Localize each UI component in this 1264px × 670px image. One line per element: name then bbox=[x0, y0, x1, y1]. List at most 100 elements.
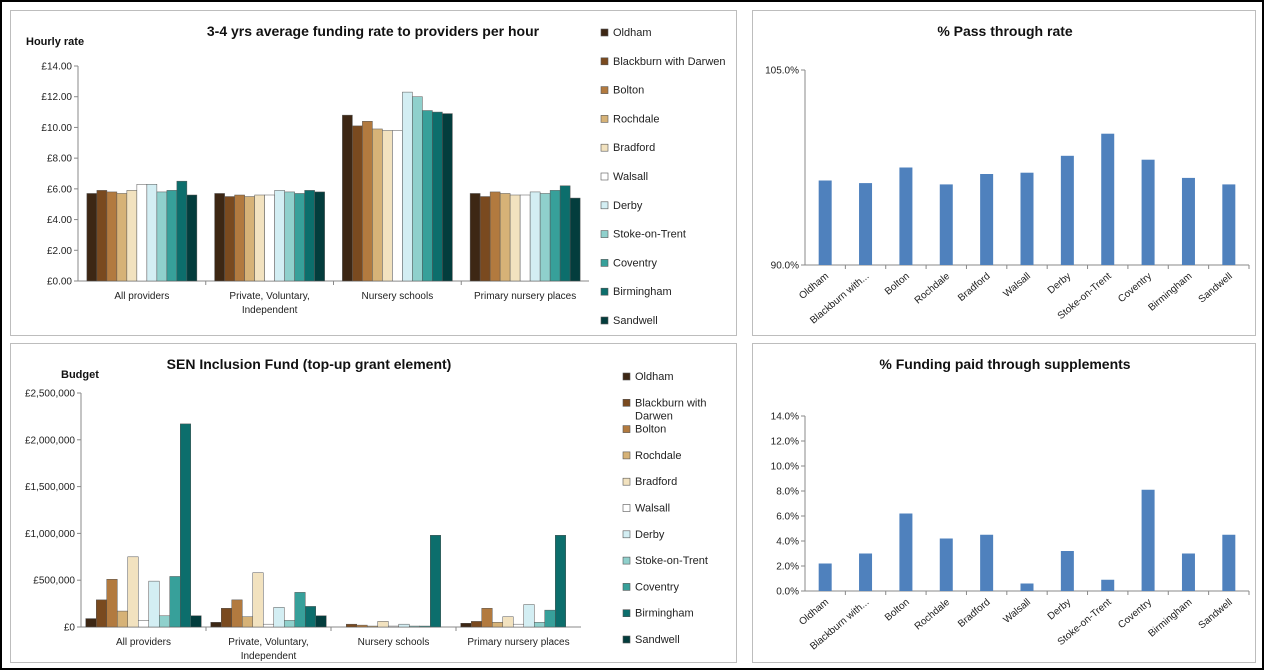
x-category-label: Oldham bbox=[797, 271, 831, 302]
y-tick-label: £12.00 bbox=[41, 92, 72, 103]
x-category-label: Birmingham bbox=[1146, 271, 1194, 314]
legend-label-bolton: Bolton bbox=[613, 85, 644, 97]
bar-stoke-on-trent-all-providers bbox=[159, 615, 170, 628]
bar-sandwell bbox=[1222, 184, 1236, 265]
bar-bradford-all-providers bbox=[126, 190, 138, 282]
legend-label-bradford: Bradford bbox=[635, 476, 677, 488]
bar-oldham-nursery-schools bbox=[342, 114, 353, 282]
bar-bolton-all-providers bbox=[106, 191, 118, 282]
bar-derby-private-voluntary bbox=[274, 190, 285, 282]
chart-title: % Funding paid through supplements bbox=[879, 356, 1130, 372]
bar-coventry bbox=[1141, 159, 1155, 265]
bar-blackburn-with-darwen-all-providers bbox=[96, 190, 108, 282]
legend-label-coventry: Coventry bbox=[635, 581, 680, 593]
legend-swatch-rochdale bbox=[622, 451, 631, 460]
x-category-label: Coventry bbox=[1116, 597, 1154, 631]
bar-birmingham-nursery-schools bbox=[432, 111, 443, 282]
y-tick-label: 12.0% bbox=[771, 437, 799, 448]
bar-rochdale-all-providers bbox=[116, 193, 128, 282]
bar-walsall-all-providers bbox=[136, 184, 148, 282]
legend-swatch-stoke-on-trent bbox=[622, 556, 631, 565]
legend-swatch-sandwell bbox=[622, 635, 631, 644]
x-category-label: Walsall bbox=[1001, 597, 1032, 626]
y-tick-label: £0.00 bbox=[47, 277, 72, 288]
y-tick-label: 2.0% bbox=[776, 562, 799, 573]
bar-oldham-primary-nursery-places bbox=[460, 623, 472, 628]
legend-swatch-walsall bbox=[622, 504, 631, 512]
bar-bradford bbox=[980, 174, 994, 265]
bar-birmingham-all-providers bbox=[176, 180, 188, 282]
bar-bradford-nursery-schools bbox=[382, 130, 393, 282]
legend-label-derby: Derby bbox=[635, 529, 665, 541]
bar-sandwell-private-voluntary bbox=[315, 615, 327, 628]
chart-title: SEN Inclusion Fund (top-up grant element… bbox=[167, 356, 452, 372]
bar-birmingham-nursery-schools bbox=[430, 535, 441, 628]
legend-swatch-stoke-on-trent bbox=[600, 230, 609, 238]
legend-label-bolton: Bolton bbox=[635, 424, 666, 436]
bar-blackburn-with-darwen-private-voluntary bbox=[224, 196, 235, 282]
bar-walsall-primary-nursery-places bbox=[519, 194, 531, 282]
bar-bolton-primary-nursery-places bbox=[489, 191, 501, 282]
chart-title: 3-4 yrs average funding rate to provider… bbox=[207, 23, 540, 39]
legend-label-birmingham: Birmingham bbox=[613, 286, 672, 298]
bar-bolton-private-voluntary bbox=[231, 599, 243, 628]
legend-label-stoke-on-trent: Stoke-on-Trent bbox=[635, 555, 708, 567]
bar-walsall-nursery-schools bbox=[392, 130, 403, 282]
x-category-label: Private, Voluntary, bbox=[229, 291, 309, 302]
y-tick-label: 0.0% bbox=[776, 587, 799, 598]
bar-sandwell-nursery-schools bbox=[442, 113, 453, 282]
legend-label-derby: Derby bbox=[613, 200, 643, 212]
y-tick-label: £0 bbox=[64, 623, 76, 634]
bar-walsall-primary-nursery-places bbox=[513, 623, 524, 628]
bar-walsall-private-voluntary bbox=[263, 623, 274, 628]
bar-oldham-all-providers bbox=[86, 193, 98, 282]
bar-bolton-nursery-schools bbox=[362, 121, 373, 282]
bar-blackburn-with bbox=[859, 183, 873, 265]
x-category-label: Independent bbox=[241, 651, 297, 662]
x-category-label: Bolton bbox=[883, 271, 912, 298]
bar-stoke-on-trent-nursery-schools bbox=[409, 625, 420, 628]
bar-birmingham-primary-nursery-places bbox=[559, 185, 571, 282]
legend-swatch-bolton bbox=[622, 425, 631, 433]
legend-label-coventry: Coventry bbox=[613, 257, 658, 269]
legend-swatch-derby bbox=[622, 530, 631, 539]
bar-rochdale-primary-nursery-places bbox=[499, 193, 511, 282]
bar-bolton-all-providers bbox=[106, 579, 118, 628]
y-tick-label: £2.00 bbox=[47, 246, 72, 257]
y-tick-label: £10.00 bbox=[41, 123, 72, 134]
y-tick-label: £2,500,000 bbox=[25, 389, 75, 400]
bar-rochdale-nursery-schools bbox=[372, 128, 383, 282]
bar-rochdale-primary-nursery-places bbox=[492, 622, 503, 628]
legend-label-blackburn-with-darwen: Blackburn with bbox=[635, 397, 707, 409]
legend-label-sandwell: Sandwell bbox=[613, 315, 658, 327]
y-tick-label: 14.0% bbox=[771, 412, 799, 423]
x-category-label: All providers bbox=[116, 637, 171, 648]
legend-swatch-oldham bbox=[600, 28, 609, 37]
bar-oldham bbox=[818, 563, 832, 591]
bar-rochdale-nursery-schools bbox=[367, 625, 378, 628]
bar-coventry-private-voluntary bbox=[294, 592, 306, 628]
y-tick-label: 105.0% bbox=[765, 66, 799, 77]
legend-label-walsall: Walsall bbox=[613, 171, 648, 183]
x-category-label: Nursery schools bbox=[358, 637, 430, 648]
y-tick-label: £1,500,000 bbox=[25, 482, 75, 493]
x-category-label: Private, Voluntary, bbox=[228, 637, 308, 648]
bar-rochdale-private-voluntary bbox=[242, 616, 253, 628]
legend-swatch-sandwell bbox=[600, 316, 609, 325]
bar-sandwell bbox=[1222, 534, 1236, 591]
bar-derby-primary-nursery-places bbox=[529, 191, 541, 282]
x-category-label: Sandwell bbox=[1197, 271, 1235, 306]
bar-bradford-nursery-schools bbox=[377, 621, 389, 628]
legend-swatch-coventry bbox=[622, 583, 631, 591]
bar-walsall bbox=[1020, 583, 1034, 591]
bar-derby-private-voluntary bbox=[273, 607, 285, 628]
bar-bolton-private-voluntary bbox=[234, 194, 245, 282]
chart-title: % Pass through rate bbox=[937, 23, 1073, 39]
bar-bradford-private-voluntary bbox=[252, 572, 264, 628]
supplements-panel: % Funding paid through supplements 0.0% 2.… bbox=[752, 343, 1256, 663]
bar-coventry-primary-nursery-places bbox=[544, 609, 556, 628]
bar-bradford bbox=[980, 534, 994, 591]
bar-birmingham-private-voluntary bbox=[305, 606, 316, 628]
x-category-label: Coventry bbox=[1116, 271, 1154, 305]
